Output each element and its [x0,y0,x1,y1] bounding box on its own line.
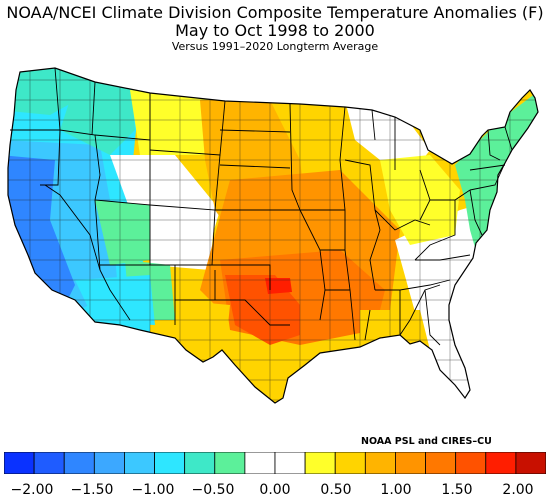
region-fill-gulf-coast-yellow [360,310,430,355]
colorbar-swatch [274,452,306,474]
map-period: May to Oct 1998 to 2000 [175,21,375,40]
colorbar-tick-label: −1.50 [70,482,114,498]
colorbar-swatch [154,452,186,474]
colorbar-swatch [63,452,95,474]
colorbar-tick-label: −1.00 [131,482,175,498]
colorbar-swatch [184,452,216,474]
map-subtitle: Versus 1991–2020 Longterm Average [171,40,379,53]
us-climate-division-map [7,67,539,404]
colorbar-swatch [485,452,517,474]
colorbar-tick-labels: −2.00 −1.50 −1.00 −0.50 0.00 0.50 1.00 1… [0,482,550,498]
credit-label: NOAA PSL and CIRES–CU [361,436,492,447]
region-fill-west-texas-yellow [175,300,230,355]
colorbar-swatch [515,452,546,474]
colorbar-tick-label: 1.00 [380,482,412,498]
region-fill-texas-hotspot [265,278,292,294]
colorbar-tick-label: 1.50 [441,482,473,498]
state-boundaries [10,67,513,346]
region-fill-montana-green [60,70,135,155]
colorbar-swatch [395,452,426,474]
colorbar-swatch [33,452,65,474]
map-title: NOAA/NCEI Climate Division Composite Tem… [6,3,544,22]
colorbar-tick-label: 0.50 [320,482,352,498]
colorbar-swatch [244,452,276,474]
colorbar-swatch [425,452,457,474]
colorbar-tick-label: 0.00 [259,482,291,498]
colorbar-tick-label: −0.50 [191,482,235,498]
region-fill-colorado-neutral [150,205,215,270]
us-outline [7,67,539,404]
region-fill-utah-green [95,200,150,265]
colorbar-swatch [124,452,155,474]
colorbar-swatch [93,452,125,474]
colorbar-tick-label: −2.00 [10,482,54,498]
colorbar-swatch [304,452,336,474]
colorbar-swatch [455,452,487,474]
colorbar-tick-label: 2.00 [502,482,534,498]
colorbar-swatch [214,452,246,474]
colorbar-swatch [4,452,35,474]
region-fill-great-lakes-white [345,100,430,170]
anomaly-colorbar [4,452,546,474]
colorbar-swatch [364,452,396,474]
region-fill-dakotas-yellow [130,90,215,155]
colorbar-swatch [334,452,366,474]
